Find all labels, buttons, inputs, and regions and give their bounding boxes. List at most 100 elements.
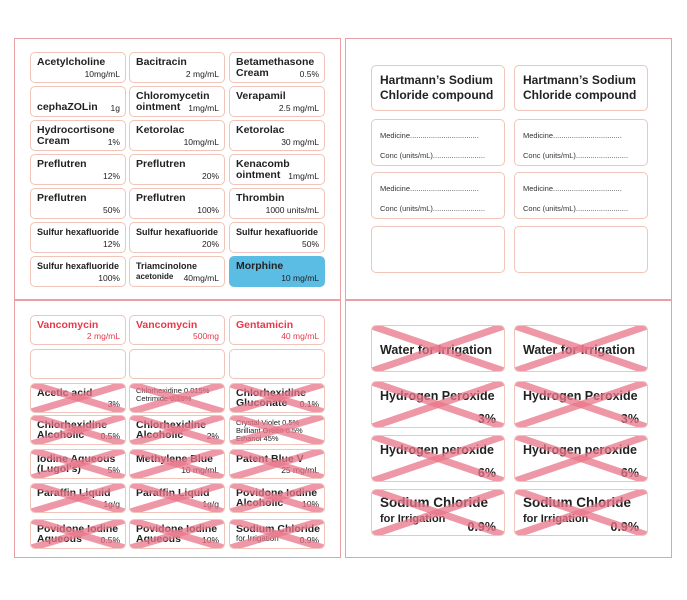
medication-label: Acetic acid 3% bbox=[30, 383, 126, 413]
label-name-line2: Alcoholic bbox=[37, 429, 85, 441]
medication-label: Chlorhexidine 0.015% Cetrimide 0.15% bbox=[129, 383, 225, 413]
label-strength: 1g/g bbox=[103, 499, 120, 509]
medication-label: Paraffin Liquid 1g/g bbox=[30, 483, 126, 513]
medication-label: Patent Blue V 25 mg/mL bbox=[229, 449, 325, 479]
blank-label bbox=[514, 226, 648, 273]
label-strength: 50% bbox=[102, 205, 120, 215]
label-name-line2: Cetrimide 0.15% bbox=[136, 394, 192, 403]
sheet-bottom-right: Water for Irrigation Hydrogen Peroxide 3% H… bbox=[345, 300, 672, 558]
label-strength: 6% bbox=[620, 466, 639, 480]
label-strength: 2.5 mg/mL bbox=[278, 103, 319, 113]
medication-label: Hydrocortisone Cream 1% bbox=[30, 120, 126, 151]
label-name: Verapamil bbox=[236, 90, 286, 102]
label-name: Hydrogen Peroxide bbox=[380, 389, 495, 403]
medication-label: Povidone Iodine Aqueous 10% bbox=[129, 519, 225, 549]
label-strength: 0.5% bbox=[100, 535, 120, 545]
label-name: Methylene Blue bbox=[136, 453, 214, 465]
label-name: Vancomycin bbox=[37, 319, 99, 331]
label-strength: 6% bbox=[477, 466, 496, 480]
label-name-line2: Aqueous bbox=[37, 533, 82, 545]
irrigation-label: Hydrogen peroxide 6% bbox=[514, 435, 648, 482]
fill-in-label: Medicine................................… bbox=[371, 172, 505, 219]
label-name: Sulfur hexafluoride bbox=[236, 227, 319, 237]
medication-label: Chloromycetin ointment 1mg/mL bbox=[129, 86, 225, 117]
label-name-line2: Gluconate bbox=[236, 397, 288, 409]
label-name: Sodium Chloride bbox=[523, 495, 631, 510]
label-name: Preflutren bbox=[136, 192, 186, 204]
label-strength: 2 mg/mL bbox=[86, 331, 120, 341]
medication-label: Morphine 10 mg/mL bbox=[229, 256, 325, 287]
medication-label: Ketorolac 10mg/mL bbox=[129, 120, 225, 151]
label-strength: 1g/g bbox=[202, 499, 219, 509]
medication-label: Gentamicin 40 mg/mL bbox=[229, 315, 325, 345]
label-name: Water for Irrigation bbox=[523, 343, 636, 357]
medication-label: Chlorhexidine Alcoholic 0.5% bbox=[30, 415, 126, 445]
label-strength: 1mg/mL bbox=[288, 171, 319, 181]
label-name-line2: for Irrigation bbox=[236, 534, 279, 543]
concentration-line: Conc (units/mL)......................... bbox=[523, 204, 629, 213]
label-name: Ketorolac bbox=[136, 124, 185, 136]
medication-label: Verapamil 2.5 mg/mL bbox=[229, 86, 325, 117]
label-strength: 3% bbox=[620, 412, 639, 426]
label-strength: 40mg/mL bbox=[183, 273, 219, 283]
label-strength: 12% bbox=[102, 171, 120, 181]
label-name: Vancomycin bbox=[136, 319, 198, 331]
medication-label: Chlorhexidine Alcoholic 2% bbox=[129, 415, 225, 445]
label-name: Hydrogen peroxide bbox=[380, 443, 494, 457]
label-name-line2: (Lugol's) bbox=[37, 463, 81, 475]
label-strength: 0.5% bbox=[299, 69, 319, 79]
irrigation-label: Sodium Chloride for Irrigation 0.9% bbox=[514, 489, 648, 536]
label-name: Acetylcholine bbox=[37, 56, 106, 68]
medication-label: Sodium Chloride for Irrigation 0.9% bbox=[229, 519, 325, 549]
label-strength: 100% bbox=[197, 205, 219, 215]
medication-label bbox=[30, 349, 126, 379]
label-name: Sulfur hexafluoride bbox=[37, 261, 120, 271]
medication-label: Paraffin Liquid 1g/g bbox=[129, 483, 225, 513]
irrigation-label: Hydrogen Peroxide 3% bbox=[371, 381, 505, 428]
label-strength: 2% bbox=[206, 431, 219, 441]
medication-label: Ketorolac 30 mg/mL bbox=[229, 120, 325, 151]
label-title: Hartmann’s Sodium Chloride compound bbox=[380, 73, 494, 102]
label-name: Gentamicin bbox=[236, 319, 294, 331]
medication-label: Bacitracin 2 mg/mL bbox=[129, 52, 225, 83]
irrigation-label: Water for Irrigation bbox=[514, 325, 648, 372]
medication-label: Vancomycin 500mg bbox=[129, 315, 225, 345]
label-strength: 40 mg/mL bbox=[281, 331, 319, 341]
label-strength: 12% bbox=[102, 239, 120, 249]
label-name: Kenacomb bbox=[236, 158, 290, 170]
medication-label: Preflutren 50% bbox=[30, 188, 126, 219]
label-strength: 3% bbox=[477, 412, 496, 426]
label-name: Betamethasone bbox=[236, 56, 315, 68]
sheet-top-left: Acetylcholine 10mg/mL Bacitracin 2 mg/mL Bet… bbox=[14, 38, 341, 300]
medication-label: cephaZOLin 1g bbox=[30, 86, 126, 117]
label-name: Water for Irrigation bbox=[380, 343, 493, 357]
label-name: Chloromycetin bbox=[136, 90, 210, 102]
medication-label: Povidone Iodine Alcoholic 10% bbox=[229, 483, 325, 513]
medication-label: Triamcinolone acetonide 40mg/mL bbox=[129, 256, 225, 287]
irrigation-label: Water for Irrigation bbox=[371, 325, 505, 372]
medicine-line: Medicine................................… bbox=[523, 131, 622, 140]
medication-label: Sulfur hexafluoride 50% bbox=[229, 222, 325, 253]
label-strength: 10 mg/mL bbox=[181, 465, 219, 475]
fill-in-label: Medicine................................… bbox=[514, 119, 648, 166]
medication-label: Preflutren 12% bbox=[30, 154, 126, 185]
concentration-line: Conc (units/mL)......................... bbox=[380, 151, 486, 160]
label-name-line2: Alcoholic bbox=[136, 429, 184, 441]
medication-label: Chlorhexidine Gluconate 0.1% bbox=[229, 383, 325, 413]
medication-label: Povidone Iodine Aqueous 0.5% bbox=[30, 519, 126, 549]
medication-label: Acetylcholine 10mg/mL bbox=[30, 52, 126, 83]
medicine-line: Medicine................................… bbox=[380, 131, 479, 140]
title-label: Hartmann’s Sodium Chloride compound bbox=[514, 65, 648, 111]
label-name: Patent Blue V bbox=[236, 453, 304, 465]
label-name: Sulfur hexafluoride bbox=[37, 227, 120, 237]
label-strength: 30 mg/mL bbox=[281, 137, 319, 147]
medication-label: Iodine Aqueous (Lugol's) 5% bbox=[30, 449, 126, 479]
label-name-line2: acetonide bbox=[136, 272, 174, 281]
label-name: Paraffin Liquid bbox=[136, 487, 210, 499]
label-strength: 5% bbox=[107, 465, 120, 475]
label-strength: 3% bbox=[107, 399, 120, 409]
label-name-line2: for Irrigation bbox=[380, 513, 446, 525]
blank-label bbox=[371, 226, 505, 273]
label-name: Ketorolac bbox=[236, 124, 285, 136]
label-strength: 0.9% bbox=[467, 520, 497, 534]
